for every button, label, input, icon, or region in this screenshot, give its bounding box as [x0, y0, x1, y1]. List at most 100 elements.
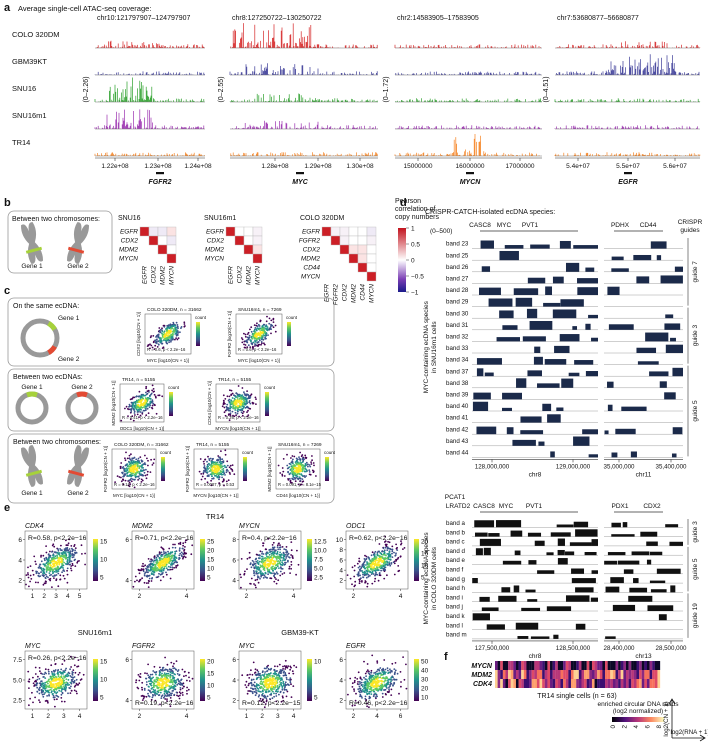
- sample-label: SNU16m1: [12, 111, 47, 120]
- scatter-dot: [160, 573, 163, 576]
- scatter-dot: [183, 325, 186, 328]
- scatter-dot: [257, 343, 260, 346]
- colorbar: [307, 539, 312, 581]
- scatter-dot: [204, 477, 207, 480]
- band-label: band 37: [446, 368, 469, 375]
- panel-title: Average single-cell ATAC-seq coverage:: [18, 4, 151, 13]
- scatter-dot: [161, 342, 164, 345]
- scatter-dot: [150, 458, 153, 461]
- coverage-block: [486, 624, 505, 630]
- scatter-dot: [249, 328, 251, 331]
- coverage-block: [502, 560, 522, 565]
- gene-label: Gene 1: [21, 263, 43, 270]
- legend-title: count: [168, 385, 180, 390]
- scatter-dot: [222, 394, 225, 397]
- scatter-dot: [157, 336, 160, 339]
- band-label: band e: [446, 557, 465, 564]
- scatter-dot: [382, 547, 385, 550]
- scatter-dot: [68, 687, 71, 689]
- scatter-dot: [388, 561, 391, 563]
- coverage-block: [670, 337, 676, 342]
- scatter-dot: [54, 663, 57, 666]
- scatter-dot: [41, 685, 43, 688]
- scatter-dot: [253, 563, 256, 566]
- scatter-dot: [218, 478, 220, 481]
- tick-label: 5.5e+07: [616, 163, 640, 170]
- scatter-dot: [202, 471, 205, 474]
- scatter-dot: [150, 580, 153, 582]
- colorbar: [169, 392, 173, 416]
- scatter-dot: [250, 339, 252, 342]
- scatter-dot: [176, 694, 178, 697]
- scatter-dot: [182, 544, 185, 547]
- scatter-dot: [244, 346, 247, 349]
- scatter-dot: [154, 344, 157, 347]
- scatter-dot: [45, 571, 48, 573]
- scatter-dot: [172, 683, 174, 686]
- coverage-block: [527, 370, 542, 377]
- heatmap-cell: [366, 226, 377, 237]
- scatter-dot: [214, 470, 217, 473]
- scatter-dot: [141, 565, 144, 567]
- scatter-dot: [246, 411, 248, 413]
- scatter-dot: [215, 475, 218, 477]
- scatter-dot: [148, 686, 150, 688]
- chromatid: [21, 222, 43, 264]
- scatter-dot: [165, 573, 168, 576]
- panel-title: CRISPR-CATCH-isolated ecDNA species:: [425, 209, 555, 216]
- scatter-dot: [143, 687, 146, 690]
- scatter-dot: [124, 407, 126, 410]
- guide-label: guide 3: [692, 325, 699, 347]
- scatter-dot: [41, 574, 44, 577]
- scatter-dot: [144, 400, 147, 402]
- scatter-dot: [181, 668, 184, 671]
- band-label: band l: [446, 622, 463, 629]
- scatter-dot: [134, 414, 136, 416]
- gene-locus: [67, 469, 85, 477]
- scatter-dot: [130, 480, 133, 483]
- colorbar: [265, 392, 269, 416]
- scatter-dot: [54, 683, 57, 685]
- scatter-dot: [249, 402, 252, 405]
- scatter-dot: [37, 581, 39, 584]
- scatter-dot: [167, 672, 170, 675]
- scatter-dot: [131, 415, 134, 418]
- scatter-dot: [28, 687, 30, 689]
- colorbar: [93, 539, 98, 581]
- scatter-dot: [367, 574, 370, 576]
- scatter-dot: [151, 404, 154, 407]
- scatter-dot: [55, 694, 58, 697]
- scatter-dot: [227, 479, 230, 482]
- scatter-dot: [161, 682, 164, 684]
- heatmap-cell: [357, 262, 368, 273]
- scatter-dot: [203, 469, 205, 472]
- scatter-dot: [223, 411, 226, 414]
- scatter-dot: [391, 550, 394, 553]
- scatter-dot: [126, 463, 129, 465]
- scatter-dot: [68, 561, 71, 563]
- scatter-dot: [70, 545, 73, 547]
- scatter-dot: [282, 562, 284, 565]
- tick-label: 1.28e+08: [261, 163, 289, 170]
- scatter-dot: [155, 556, 158, 559]
- scatter-dot: [215, 468, 217, 470]
- scatter-dot: [207, 465, 210, 468]
- scatter-dot: [151, 464, 154, 466]
- scatter-dot: [269, 577, 272, 580]
- scatter-dot: [203, 463, 206, 465]
- heatmap-cell: [252, 226, 263, 237]
- scatter-dot: [236, 396, 239, 399]
- scatter-dot: [140, 569, 143, 572]
- scatter-dot: [33, 555, 36, 558]
- scatter-dot: [164, 560, 167, 563]
- scatter-dot: [224, 414, 227, 417]
- scatter-dot: [145, 477, 148, 480]
- scatter-dot: [122, 478, 124, 481]
- scatter-dot: [249, 582, 252, 585]
- scatter-dot: [51, 551, 53, 553]
- scatter-dot: [141, 464, 143, 467]
- scatter-dot: [236, 393, 239, 396]
- scatter-dot: [284, 561, 286, 564]
- plot-title: SNU16m1, n = 7269: [238, 307, 282, 313]
- tick-label: 1: [31, 713, 35, 720]
